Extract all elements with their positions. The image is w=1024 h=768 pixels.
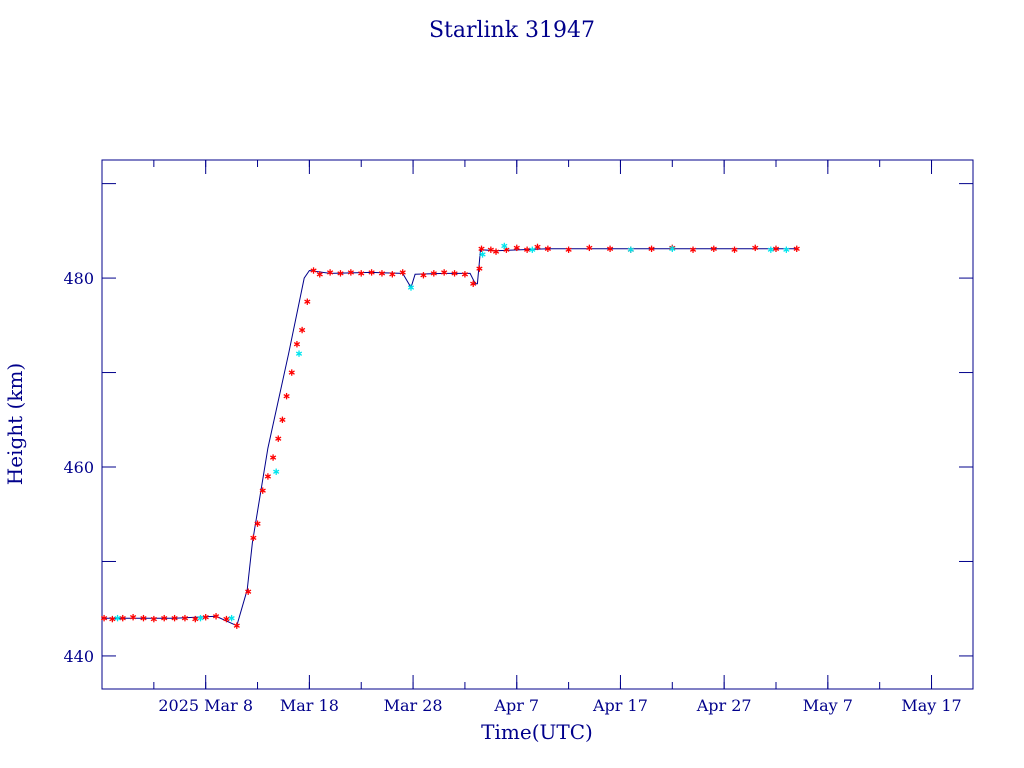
x-tick-label: Mar 18 <box>280 696 339 715</box>
data-point-red <box>100 614 108 622</box>
data-point-red <box>299 326 306 334</box>
data-point-red <box>293 341 301 348</box>
data-point-red <box>327 269 334 276</box>
data-point-red <box>202 614 209 621</box>
data-point-cyan <box>783 246 790 253</box>
data-point-red <box>310 267 317 274</box>
data-point-red <box>606 245 614 252</box>
data-point-red <box>129 614 137 621</box>
data-point-red <box>119 614 126 622</box>
data-point-cyan <box>627 246 634 253</box>
x-axis-label: Time(UTC) <box>481 720 593 744</box>
data-point-red <box>451 270 458 277</box>
data-point-red <box>259 487 266 494</box>
data-point-cyan <box>669 245 676 252</box>
data-point-red <box>337 270 344 277</box>
data-point-red <box>368 269 375 276</box>
data-point-cyan <box>295 350 303 357</box>
data-point-red <box>275 435 282 442</box>
data-point-red <box>586 244 593 252</box>
data-point-red <box>109 615 116 623</box>
plot-area <box>100 242 800 629</box>
data-point-red <box>420 272 427 279</box>
data-point-cyan <box>114 614 121 622</box>
data-point-red <box>283 392 290 400</box>
data-point-red <box>279 416 286 423</box>
chart-title: Starlink 31947 <box>429 18 595 43</box>
plot-frame <box>101 159 974 690</box>
data-point-cyan <box>767 246 774 253</box>
data-point-red <box>772 245 780 252</box>
data-point-red <box>171 614 178 622</box>
data-point-red <box>304 298 311 305</box>
data-point-red <box>441 269 448 276</box>
data-point-red <box>689 246 697 253</box>
data-point-red <box>192 615 199 623</box>
series-line <box>102 248 797 627</box>
data-point-red <box>565 246 572 253</box>
data-point-red <box>487 246 494 253</box>
data-point-red <box>347 269 354 276</box>
data-point-red <box>161 614 168 622</box>
data-point-cyan <box>273 468 280 475</box>
data-point-red <box>389 271 396 278</box>
x-axis: 2025 Mar 8 Mar 18 Mar 28 Apr 7 Apr 17 Apr 27 M… <box>101 160 962 715</box>
data-point-red <box>254 520 261 527</box>
x-tick-label: May 17 <box>901 696 961 715</box>
data-point-red <box>250 534 257 542</box>
y-tick-label: 460 <box>63 458 94 477</box>
data-point-red <box>544 245 551 252</box>
data-point-red <box>181 614 189 622</box>
data-point-cyan <box>407 284 415 291</box>
data-point-red <box>752 244 759 252</box>
x-tick-label: Apr 27 <box>696 696 752 715</box>
data-point-red <box>140 614 147 622</box>
y-tick-label: 440 <box>63 647 94 666</box>
data-point-red <box>524 246 531 253</box>
data-point-red <box>264 473 272 480</box>
data-point-red <box>223 615 230 623</box>
data-point-red <box>233 622 240 629</box>
data-point-red <box>378 270 386 277</box>
data-point-red <box>430 270 437 277</box>
data-point-red <box>476 265 483 272</box>
data-point-red <box>212 613 220 620</box>
data-point-red <box>492 248 500 255</box>
x-tick-label: Apr 17 <box>592 696 648 715</box>
x-tick-label: May 7 <box>803 696 853 715</box>
data-point-red <box>710 245 717 252</box>
x-tick-label: Apr 7 <box>493 696 539 715</box>
data-point-red <box>648 245 655 252</box>
data-point-cyan <box>529 246 536 253</box>
data-point-cyan <box>228 614 235 622</box>
data-point-cyan <box>479 251 486 258</box>
data-point-red <box>731 246 738 253</box>
x-tick-label: 2025 Mar 8 <box>158 696 253 715</box>
data-point-red <box>534 243 541 251</box>
data-point-red <box>358 270 365 277</box>
data-point-red <box>245 588 252 595</box>
data-point-red <box>461 271 469 278</box>
y-axis: 440 460 480 <box>63 183 973 666</box>
data-point-red <box>316 271 323 278</box>
data-point-red <box>470 280 477 287</box>
data-point-red <box>269 454 277 461</box>
data-point-red <box>513 244 520 252</box>
data-point-cyan <box>501 242 508 250</box>
data-point-red <box>288 369 295 376</box>
y-axis-label: Height (km) <box>3 363 27 485</box>
y-tick-label: 480 <box>63 269 94 288</box>
data-point-red <box>150 615 157 623</box>
data-point-cyan <box>197 614 204 622</box>
x-tick-label: Mar 28 <box>384 696 443 715</box>
data-point-red <box>399 269 406 276</box>
data-point-red <box>478 245 485 252</box>
data-point-red <box>793 245 800 252</box>
